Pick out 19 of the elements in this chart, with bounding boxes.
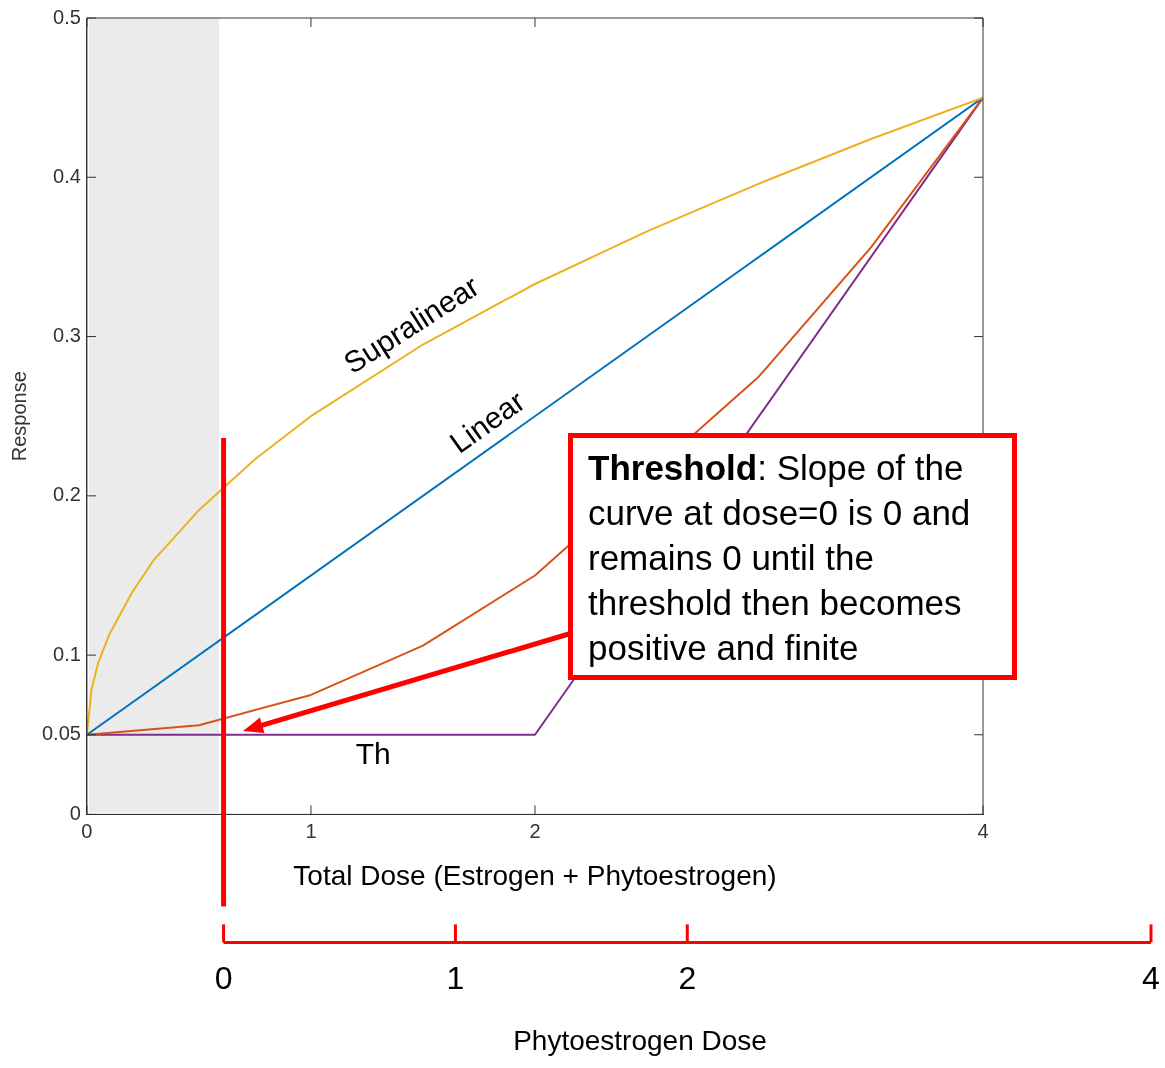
x2-axis-title: Phytoestrogen Dose [513, 1025, 767, 1057]
x-tick-label: 1 [305, 819, 317, 842]
y-tick-label: 0 [69, 801, 81, 824]
y-tick-label: 0.5 [53, 5, 81, 28]
y-tick-label: 0.1 [53, 642, 81, 665]
x2-tick-label: 4 [1142, 960, 1160, 997]
y-tick-label: 0.05 [41, 722, 81, 745]
x2-tick-label: 2 [678, 960, 697, 997]
x-axis-title: Total Dose (Estrogen + Phytoestrogen) [293, 859, 777, 891]
x-tick-label: 4 [977, 819, 989, 842]
x2-tick-label: 1 [446, 960, 465, 997]
y-tick-label: 0.2 [53, 483, 81, 506]
annotation: Threshold: Slope of the curve at dose=0 is 0 and remains 0 until the threshold then becomes positive and finite [588, 447, 972, 669]
x2-tick-label: 0 [214, 960, 233, 997]
y-tick-label: 0.3 [53, 324, 81, 347]
series-label: Th [355, 737, 391, 771]
y-axis-title: Response [7, 371, 30, 462]
y-tick-label: 0.4 [53, 164, 81, 187]
x-tick-label: 2 [529, 819, 541, 842]
